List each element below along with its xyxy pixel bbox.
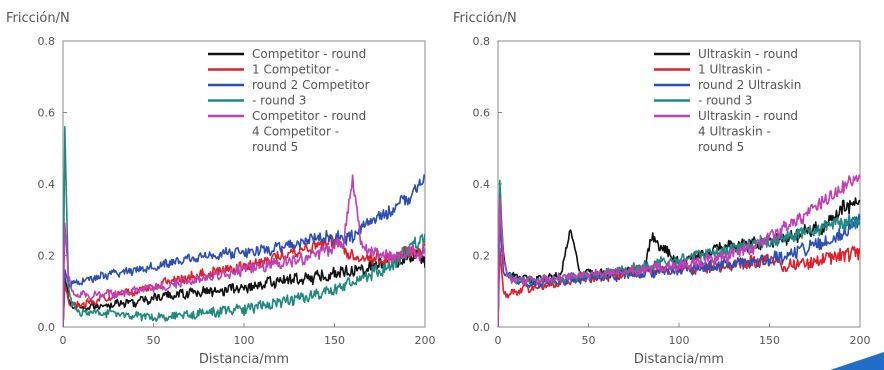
series-line — [63, 174, 425, 327]
right-chart-panel: Fricción/N 0.0 0.2 0.4 0.6 0.8 0 50 100 150 200 Dis… — [453, 11, 871, 367]
series-line — [63, 174, 425, 327]
series-line — [63, 248, 425, 327]
y-tick-label: 0.0 — [38, 321, 56, 334]
series-line — [498, 245, 860, 327]
legend-text: 4 Ultraskin - — [698, 125, 771, 139]
y-tick-label: 0.0 — [473, 321, 491, 334]
legend-text: Competitor - round — [252, 109, 366, 123]
legend-text: - round 3 — [698, 94, 752, 108]
y-tick-label: 0.8 — [473, 35, 491, 48]
legend: Competitor - round 1 Competitor -round 2 … — [208, 47, 370, 154]
x-tick-label: 200 — [850, 334, 871, 347]
y-tick-label: 0.6 — [38, 107, 56, 120]
legend-text: - round 3 — [252, 94, 306, 108]
left-chart-panel: Fricción/N 0.0 0.2 0.4 0.6 0.8 0 50 100 150 200 Dis… — [6, 11, 436, 367]
legend-text: 4 Competitor - — [252, 125, 339, 139]
legend-text: 1 Ultraskin - — [698, 63, 771, 77]
legend: Ultraskin - round 1 Ultraskin -round 2 Ul… — [654, 47, 801, 154]
legend-text: round 5 — [252, 140, 298, 154]
x-tick-label: 150 — [759, 334, 780, 347]
y-tick-label: 0.8 — [38, 35, 56, 48]
x-tick-label: 50 — [582, 334, 596, 347]
x-tick-label: 200 — [415, 334, 436, 347]
x-tick-label: 100 — [234, 334, 255, 347]
legend-text: Ultraskin - round — [698, 47, 798, 61]
x-tick-label: 0 — [495, 334, 502, 347]
x-tick-label: 150 — [324, 334, 345, 347]
x-tick-label: 100 — [669, 334, 690, 347]
y-tick-label: 0.6 — [473, 107, 491, 120]
corner-decoration — [830, 352, 884, 370]
series-line — [63, 126, 425, 327]
series-line — [498, 213, 860, 327]
x-axis-title: Distancia/mm — [634, 352, 724, 367]
legend-text: Ultraskin - round — [698, 109, 798, 123]
y-tick-label: 0.4 — [38, 178, 56, 191]
y-axis-title: Fricción/N — [453, 11, 517, 26]
legend-text: 1 Competitor - — [252, 63, 339, 77]
legend-text: Competitor - round — [252, 47, 366, 61]
legend-text: round 2 Ultraskin — [698, 78, 801, 92]
y-axis-title: Fricción/N — [6, 11, 70, 26]
x-tick-label: 50 — [147, 334, 161, 347]
series-line — [498, 174, 860, 327]
y-tick-label: 0.2 — [473, 250, 491, 263]
series-group — [498, 174, 860, 327]
x-tick-label: 0 — [60, 334, 67, 347]
series-group — [63, 126, 425, 327]
y-tick-label: 0.2 — [38, 250, 56, 263]
x-axis-title: Distancia/mm — [199, 352, 289, 367]
legend-text: round 2 Competitor — [252, 78, 370, 92]
legend-text: round 5 — [698, 140, 744, 154]
y-tick-label: 0.4 — [473, 178, 491, 191]
